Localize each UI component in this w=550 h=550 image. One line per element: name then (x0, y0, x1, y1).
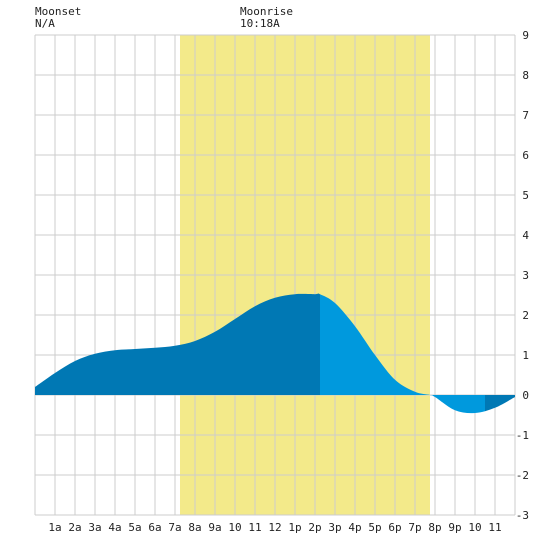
tide-area-segment (320, 294, 485, 414)
moonset-time: N/A (35, 17, 55, 30)
tide-area-segment (485, 395, 515, 412)
x-tick-label: 1a (48, 521, 61, 534)
y-tick-label: 4 (522, 229, 529, 242)
x-tick-labels: 1a 2a 3a 4a 5a 6a 7a 8a 9a 10 11 12 1p 2p 3p 4p 5p 6p 7p 8p… (48, 521, 501, 534)
x-tick-label: 9p (448, 521, 461, 534)
x-tick-label: 5p (368, 521, 381, 534)
grid-layer (34, 34, 516, 516)
x-tick-label: 6a (148, 521, 161, 534)
x-tick-label: 3p (328, 521, 341, 534)
x-tick-label: 9a (208, 521, 221, 534)
y-tick-label: 3 (522, 269, 529, 282)
x-tick-label: 10 (228, 521, 241, 534)
x-tick-label: 8p (428, 521, 441, 534)
y-tick-label: 7 (522, 109, 529, 122)
x-tick-label: 11 (248, 521, 261, 534)
x-tick-label: 10 (468, 521, 481, 534)
y-tick-label: -2 (516, 469, 529, 482)
y-tick-label: -3 (516, 509, 529, 522)
x-tick-label: 4a (108, 521, 121, 534)
x-tick-label: 5a (128, 521, 141, 534)
y-tick-label: 8 (522, 69, 529, 82)
y-tick-label: 2 (522, 309, 529, 322)
x-tick-label: 4p (348, 521, 361, 534)
moonset-label: Moonset N/A (35, 6, 81, 30)
x-tick-label: 12 (268, 521, 281, 534)
x-tick-label: 7a (168, 521, 181, 534)
moonrise-time: 10:18A (240, 17, 280, 30)
y-tick-label: 6 (522, 149, 529, 162)
y-tick-label: 9 (522, 29, 529, 42)
x-tick-label: 2p (308, 521, 321, 534)
y-tick-label: -1 (516, 429, 529, 442)
y-tick-labels: -3 -2 -1 0 1 2 3 4 5 6 7 8 9 (516, 29, 530, 522)
x-tick-label: 6p (388, 521, 401, 534)
x-tick-label: 8a (188, 521, 201, 534)
moonrise-label: Moonrise 10:18A (240, 6, 293, 30)
tide-area-segment (35, 293, 320, 395)
y-tick-label: 0 (522, 389, 529, 402)
x-tick-label: 11 (488, 521, 501, 534)
moonrise-title: Moonrise (240, 5, 293, 18)
x-tick-label: 2a (68, 521, 81, 534)
x-tick-label: 7p (408, 521, 421, 534)
tide-area-layer (35, 293, 515, 414)
y-tick-label: 1 (522, 349, 529, 362)
moonset-title: Moonset (35, 5, 82, 18)
y-tick-label: 5 (522, 189, 529, 202)
x-tick-label: 3a (88, 521, 101, 534)
x-tick-label: 1p (288, 521, 301, 534)
